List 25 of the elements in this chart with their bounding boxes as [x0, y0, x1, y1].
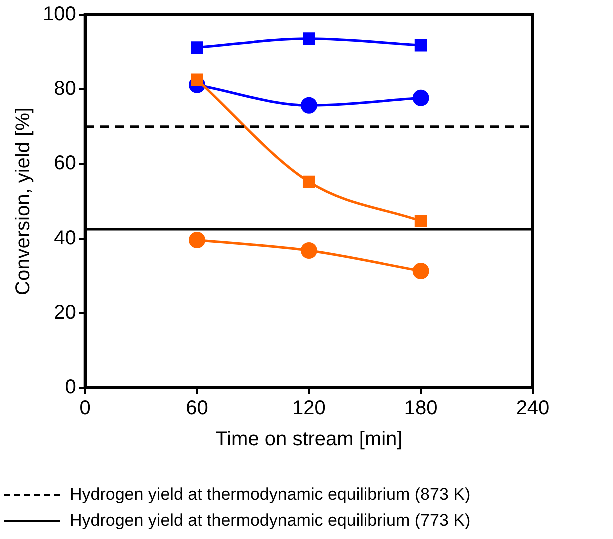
y-tick-label: 60: [54, 152, 76, 175]
y-tick-label: 40: [54, 227, 76, 250]
legend-label: Hydrogen yield at thermodynamic equilibrium (773 K): [70, 511, 471, 531]
y-axis-title: Conversion, yield [%]: [12, 108, 35, 296]
point: [414, 215, 428, 228]
x-tick-label: 60: [186, 398, 208, 420]
y-tick-label: 0: [65, 376, 76, 399]
x-axis-title: Time on stream [min]: [216, 428, 403, 451]
point: [302, 32, 316, 46]
point: [412, 90, 430, 106]
x-tick-label: 240: [516, 398, 550, 420]
point: [412, 263, 430, 280]
x-tick-label: 0: [80, 398, 91, 420]
x-tick-label: 120: [292, 398, 326, 420]
y-tick-label: 100: [42, 4, 76, 26]
point: [189, 232, 206, 249]
y-tick-label: 80: [54, 78, 76, 100]
x-tick-label: 180: [404, 398, 438, 420]
y-tick-label: 20: [54, 302, 76, 324]
point: [414, 39, 428, 52]
point: [300, 97, 318, 114]
point: [191, 42, 204, 54]
point: [300, 242, 318, 259]
point: [302, 176, 316, 188]
legend-label: Hydrogen yield at thermodynamic equilibrium (873 K): [70, 485, 471, 505]
